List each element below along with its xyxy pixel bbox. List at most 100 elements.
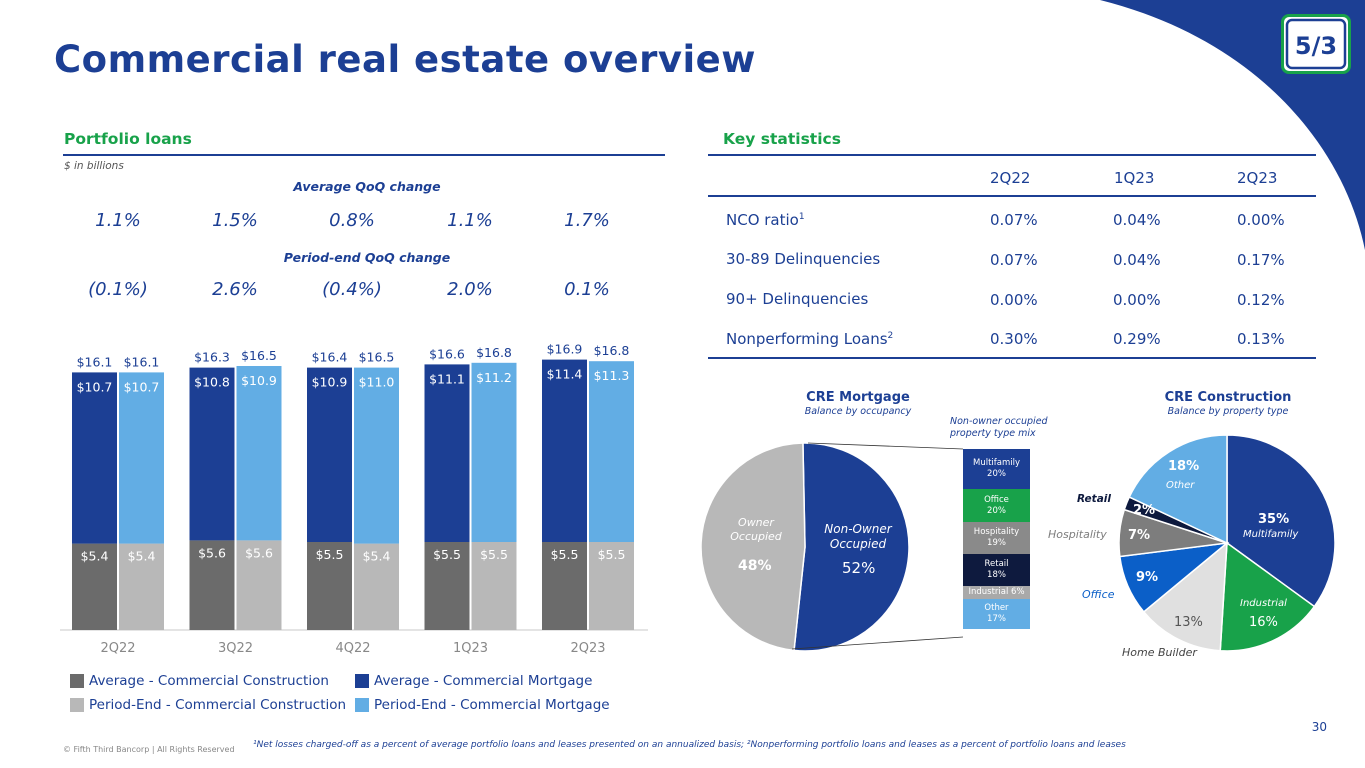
x-tick-label: 4Q22 [335, 641, 370, 656]
bar-total-label: $16.8 [594, 343, 630, 358]
pie-slice-other [1128, 434, 1228, 545]
bar-label-mortgage: $11.1 [429, 371, 465, 386]
stats-value: 0.00% [1113, 291, 1161, 309]
mix-segment-hospitality: Hospitality 19% [963, 522, 1030, 554]
mix-segment-retail: Retail 18% [963, 554, 1030, 586]
bar-label-mortgage: $10.9 [241, 373, 277, 388]
stats-value: 0.04% [1113, 211, 1161, 229]
key-stats-heading: Key statistics [723, 130, 841, 148]
bar-total-label: $16.1 [124, 354, 160, 369]
cre-mortgage-title: CRE Mortgage [806, 390, 910, 405]
construction-retail-label: Retail [1077, 493, 1111, 505]
non-owner-line1: Non-Owner [824, 522, 892, 536]
stats-row-label: NCO ratio1 [726, 211, 805, 229]
legend-pe-mortgage: Period-End - Commercial Mortgage [355, 697, 610, 713]
bar-label-construction: $5.4 [363, 549, 391, 564]
bar-total-label: $16.3 [194, 350, 230, 365]
pe-change-value: 2.6% [212, 279, 258, 300]
construction-office-label: Office [1082, 588, 1115, 601]
legend-swatch [70, 674, 84, 688]
bar-label-mortgage: $10.9 [312, 375, 348, 390]
stats-col-header: 2Q22 [990, 169, 1031, 187]
bar-mortgage [72, 372, 117, 544]
avg-change-value: 1.1% [95, 210, 141, 231]
mix-segment-name: Multifamily [972, 458, 1020, 468]
stats-value: 0.17% [1237, 251, 1285, 269]
mix-segment-value: 20% [987, 505, 1006, 516]
bar-mortgage [119, 372, 164, 544]
logo-text: 5/3 [1295, 32, 1337, 60]
pie-slice-multifamily [1226, 434, 1336, 608]
bar-label-mortgage: $11.3 [594, 368, 630, 383]
key-stats-rule [708, 154, 1316, 156]
construction-hospitality-label: Hospitality [1048, 528, 1107, 541]
mix-segment-value: 17% [987, 614, 1006, 624]
bar-label-construction: $5.5 [551, 547, 579, 562]
x-tick-label: 2Q23 [570, 641, 605, 656]
stats-label-text: NCO ratio [726, 211, 799, 229]
page-title: Commercial real estate overview [54, 38, 756, 81]
bar-label-mortgage: $11.4 [547, 367, 583, 382]
pie-slice-owner-occupied [700, 442, 806, 652]
portfolio-heading: Portfolio loans [64, 130, 192, 148]
bar-label-construction: $5.5 [316, 547, 344, 562]
page-number: 30 [1311, 720, 1327, 734]
mix-segment-value: 18% [987, 570, 1006, 580]
fifth-third-logo: 5/3 [1281, 14, 1351, 74]
avg-change-value: 1.1% [447, 210, 493, 231]
cre-construction-title: CRE Construction [1164, 390, 1292, 405]
bar-label-construction: $5.4 [81, 549, 109, 564]
copyright: © Fifth Third Bancorp | All Rights Reser… [63, 745, 235, 754]
legend-label: Period-End - Commercial Construction [89, 697, 347, 713]
legend-label: Average - Commercial Mortgage [374, 673, 593, 689]
bar-total-label: $16.8 [476, 345, 512, 360]
owner-line2: Occupied [730, 530, 782, 543]
bar-mortgage [424, 364, 470, 542]
footnote-ref: 1 [798, 212, 805, 222]
mix-label: Non-owner occupied property type mix [950, 416, 1048, 439]
x-tick-label: 3Q22 [218, 641, 253, 656]
mix-segment-multifamily: Multifamily 20% [963, 449, 1030, 489]
bar-label-mortgage: $11.0 [359, 375, 395, 390]
legend-avg-mortgage: Average - Commercial Mortgage [355, 673, 592, 689]
mix-segment-industrial: Industrial 6% [963, 586, 1030, 599]
non-owner-line2: Occupied [829, 537, 887, 551]
non-owner-occupied-label: Non-Owner Occupied [820, 522, 896, 552]
footnote-ref: 2 [887, 331, 894, 341]
bar-label-construction: $5.4 [128, 549, 156, 564]
bar-construction [354, 543, 399, 630]
bar-construction [589, 542, 634, 630]
bar-mortgage [236, 366, 282, 541]
logo-mark-icon: 5/3 [1285, 18, 1347, 70]
stats-row-label: 90+ Delinquencies [726, 290, 869, 308]
bar-mortgage [307, 367, 352, 542]
mix-segment-value: 19% [987, 538, 1006, 548]
construction-retail-value: 2% [1133, 503, 1156, 518]
construction-homebuilder-label: Home Builder [1122, 646, 1197, 659]
mix-segment-value: 20% [987, 469, 1006, 479]
construction-multifamily-label: Multifamily [1243, 529, 1299, 540]
pe-change-value: 0.1% [564, 279, 610, 300]
mix-segment-name: Hospitality [973, 527, 1020, 537]
bar-construction [471, 542, 517, 630]
portfolio-bar-chart: $5.4 $10.7 $16.1 $5.4 $10.7 $16.1 2Q22 $5.6 $10.… [60, 342, 648, 656]
stats-value: 0.13% [1237, 330, 1285, 348]
legend-pe-construction: Period-End - Commercial Construction [70, 697, 346, 713]
bar-label-construction: $5.5 [433, 547, 461, 562]
bar-label-mortgage: $10.8 [194, 375, 230, 390]
bar-construction [424, 542, 470, 630]
construction-industrial-label: Industrial [1240, 598, 1287, 609]
stats-value: 0.29% [1113, 330, 1161, 348]
key-stats-bottom-rule [708, 357, 1316, 359]
avg-change-value: 0.8% [329, 210, 375, 231]
bar-total-label: $16.5 [359, 350, 395, 365]
legend-swatch [355, 698, 369, 712]
legend-swatch [70, 698, 84, 712]
construction-hospitality-value: 7% [1128, 528, 1151, 543]
footnote: ¹Net losses charged-off as a percent of … [253, 740, 1126, 750]
construction-homebuilder-value: 13% [1174, 615, 1203, 630]
stats-value: 0.07% [990, 211, 1038, 229]
avg-change-value: 1.7% [564, 210, 610, 231]
bar-construction [307, 542, 352, 630]
mix-connector-lines [791, 442, 964, 650]
